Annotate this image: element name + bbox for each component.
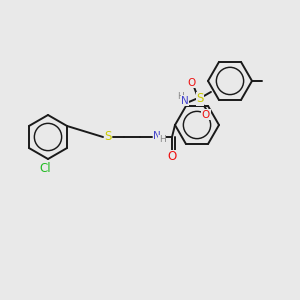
Text: O: O <box>188 78 196 88</box>
Text: O: O <box>167 151 177 164</box>
Text: Cl: Cl <box>39 161 51 175</box>
Text: N: N <box>153 131 161 141</box>
Text: S: S <box>196 92 204 105</box>
Text: H: H <box>159 136 165 145</box>
Text: N: N <box>181 96 189 106</box>
Text: H: H <box>177 92 183 101</box>
Text: S: S <box>104 130 112 143</box>
Text: O: O <box>202 110 210 120</box>
